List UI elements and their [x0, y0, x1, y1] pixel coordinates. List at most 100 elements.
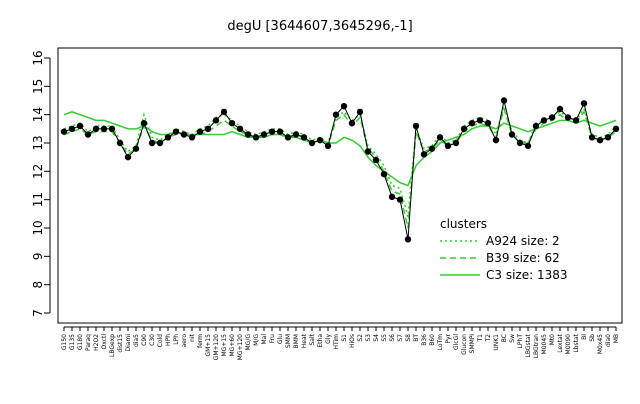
x-tick-label: G150: [61, 334, 68, 350]
x-tick-label: aero: [181, 334, 188, 348]
y-tick-label: 16: [31, 50, 45, 65]
x-tick-label: S8: [405, 334, 412, 342]
x-tick-label: Glucon: [461, 334, 468, 355]
data-point: [76, 122, 84, 130]
y-tick-label: 10: [31, 220, 45, 235]
data-point: [100, 125, 108, 133]
x-tick-label: M0045: [541, 334, 548, 355]
data-point: [556, 105, 564, 113]
data-point: [164, 134, 172, 141]
x-tick-label: BC: [501, 334, 508, 342]
x-tick-label: S5: [381, 334, 388, 342]
data-point: [68, 125, 76, 133]
data-point: [420, 151, 428, 158]
data-point: [236, 125, 244, 133]
x-tick-label: M0090: [565, 334, 572, 355]
data-line: [63, 100, 617, 240]
data-point: [180, 131, 188, 138]
x-tick-label: ferm: [197, 334, 204, 348]
y-tick-label: 9: [31, 253, 45, 261]
y-tick-label: 14: [31, 107, 45, 122]
data-point: [508, 131, 516, 138]
data-point: [388, 193, 396, 201]
x-tick-label: GM+15: [205, 334, 212, 357]
x-tick-label: BI: [581, 334, 588, 340]
cluster-line: [63, 103, 617, 217]
data-point: [324, 142, 332, 150]
legend-label: C3 size: 1383: [486, 268, 568, 282]
legend-title: clusters: [440, 217, 487, 231]
x-tick-label: Gly: [325, 334, 332, 344]
x-tick-label: S4: [373, 334, 380, 342]
data-point: [60, 128, 68, 135]
y-tick-label: 11: [31, 192, 45, 207]
x-tick-label: Glu: [277, 334, 284, 344]
data-point: [572, 117, 580, 124]
x-tick-label: G180: [77, 334, 84, 350]
data-point: [604, 134, 612, 141]
x-tick-label: Etha: [317, 334, 324, 348]
cluster-line: [63, 106, 617, 229]
data-point: [252, 134, 260, 141]
data-point: [188, 134, 196, 141]
y-tick-label: 15: [31, 79, 45, 94]
x-tick-label: LBGstat: [525, 333, 532, 357]
x-tick-label: B36: [421, 334, 428, 346]
data-point: [92, 125, 100, 133]
data-point: [596, 136, 604, 144]
data-point: [356, 108, 364, 116]
x-tick-label: dia5: [133, 334, 140, 347]
data-point: [284, 134, 292, 141]
x-tick-label: S2: [357, 334, 364, 342]
data-point: [244, 131, 252, 138]
x-tick-label: dist15: [117, 334, 124, 353]
x-tick-label: S3: [365, 334, 372, 342]
data-point: [580, 100, 588, 107]
data-point: [452, 139, 460, 147]
data-point: [396, 196, 404, 203]
data-point: [268, 128, 276, 135]
x-tick-label: LBGexp: [109, 334, 116, 357]
x-tick-label: M/G: [253, 334, 260, 346]
x-tick-label: B60: [429, 334, 436, 346]
data-point: [204, 125, 212, 133]
data-point: [364, 148, 372, 155]
x-tick-label: S7: [397, 334, 404, 342]
x-tick-label: Oxctl: [101, 334, 108, 350]
x-tick-label: Lextat: [557, 333, 564, 352]
x-tick-label: MG+60: [229, 334, 236, 357]
data-point: [340, 102, 348, 110]
x-tick-label: nit: [189, 333, 196, 341]
x-tick-label: MG+15: [221, 334, 228, 357]
data-point: [332, 111, 340, 118]
x-tick-label: MG/G: [245, 334, 252, 351]
data-point: [156, 139, 164, 147]
x-tick-label: Paraq: [85, 334, 92, 351]
data-point: [260, 131, 268, 138]
x-tick-label: Salt: [309, 333, 316, 345]
data-point: [140, 119, 148, 127]
data-point: [380, 170, 388, 178]
x-tick-label: Diami: [125, 334, 132, 352]
data-point: [212, 117, 220, 124]
y-tick-label: 7: [31, 309, 45, 317]
data-point: [444, 142, 452, 150]
data-point: [540, 117, 548, 124]
x-tick-label: GM+120: [213, 334, 220, 360]
x-tick-label: LPh: [173, 334, 180, 345]
data-point: [196, 128, 204, 135]
data-point: [412, 122, 420, 130]
x-tick-label: G135: [69, 334, 76, 350]
data-point: [372, 156, 380, 164]
x-tick-label: SMM: [285, 334, 292, 348]
x-tick-label: T1: [477, 334, 484, 343]
x-tick-label: dia0: [605, 334, 612, 347]
x-tick-label: Lbstat: [573, 333, 580, 352]
x-tick-label: SMMPi: [469, 334, 476, 354]
data-point: [148, 139, 156, 147]
data-point: [292, 131, 300, 138]
data-point: [276, 128, 284, 135]
data-point: [308, 139, 316, 147]
x-tick-label: BMM: [293, 334, 300, 348]
